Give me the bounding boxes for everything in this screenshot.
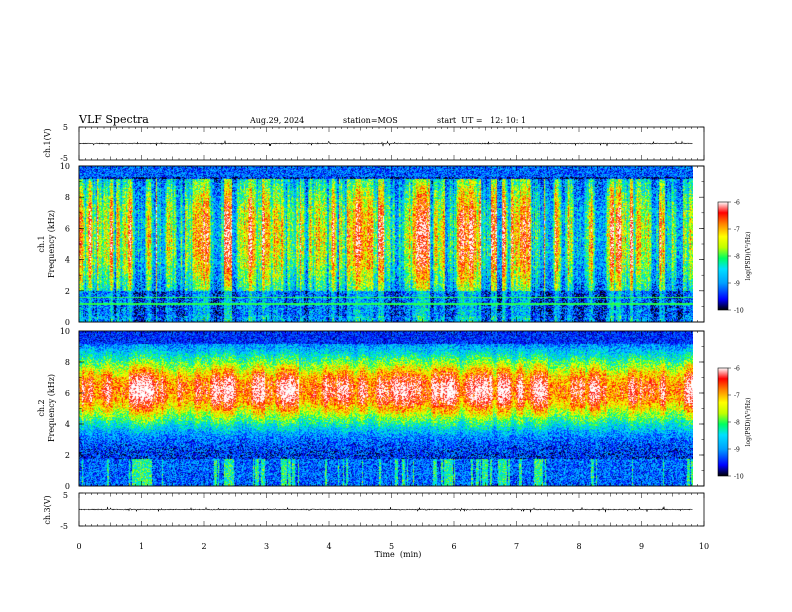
ch3-waveform-panel: 5 -5 ch.3(V)	[43, 491, 705, 531]
ch2-spectrogram-ylabel-channel: ch.2	[37, 399, 46, 416]
ch3-waveform-ylabel: ch.3(V)	[43, 495, 52, 524]
time-axis-label: Time (min)	[375, 550, 422, 559]
time-axis: 0 1 2 3 4 5 6 7 8 9 10	[76, 127, 709, 551]
colorbar-tick-label: -6	[734, 200, 740, 207]
colorbar-tick-label: -7	[734, 393, 740, 400]
colorbar-tick-label: -6	[734, 366, 740, 373]
y-tick-label: 6	[65, 224, 70, 233]
y-tick-label: 4	[65, 420, 70, 429]
x-tick-label: 6	[451, 542, 456, 551]
x-tick-label: 7	[514, 542, 519, 551]
figure-title: VLF Spectra	[78, 113, 149, 126]
ch1-colorbar: -6 -7 -8 -9 -10 log(PSD)(V²/Hz)	[717, 200, 752, 315]
y-tick-label: 2	[65, 451, 70, 460]
start-time-label: start UT = 12: 10: 1	[437, 116, 526, 125]
ch1-waveform-line	[78, 140, 693, 147]
x-tick-label: 2	[201, 542, 206, 551]
ch2-spectrogram-panel: 0 2 4 6 8 10 ch.2 Frequency (kHz)	[37, 327, 705, 491]
station-label: station=MOS	[343, 116, 398, 125]
x-tick-label: 1	[139, 542, 144, 551]
colorbar-tick-label: -10	[734, 308, 744, 315]
ch1-ytick-bottom: -5	[60, 154, 68, 163]
ch2-colorbar-label: log(PSD)(V²/Hz)	[745, 398, 752, 447]
ch1-waveform-ylabel: ch.1(V)	[43, 128, 52, 157]
ch1-waveform-panel: 5 -5 ch.1(V)	[43, 123, 705, 163]
colorbar-tick-label: -7	[734, 227, 740, 234]
x-tick-label: 10	[699, 542, 709, 551]
x-tick-label: 0	[76, 542, 81, 551]
ch1-ytick-top: 5	[63, 123, 68, 132]
ch3-ytick-top: 5	[63, 491, 68, 500]
ch3-waveform-line	[78, 506, 693, 513]
y-tick-label: 4	[65, 256, 70, 265]
ch1-spectrogram-ylabel-frequency: Frequency (kHz)	[47, 210, 56, 278]
y-tick-label: 0	[65, 482, 70, 491]
x-tick-label: 5	[389, 542, 394, 551]
x-tick-label: 4	[326, 542, 331, 551]
colorbar-tick-label: -8	[734, 420, 740, 427]
ch3-ytick-bottom: -5	[60, 522, 68, 531]
x-tick-label: 8	[576, 542, 581, 551]
ch1-spectrogram-panel: 0 2 4 6 8 10 ch.1 Frequency (kHz)	[37, 162, 705, 327]
colorbar-tick-label: -10	[734, 474, 744, 481]
ch2-colorbar: -6 -7 -8 -9 -10 log(PSD)(V²/Hz)	[717, 366, 752, 481]
colorbar-tick-label: -9	[734, 447, 740, 454]
date-label: Aug.29, 2024	[249, 116, 304, 125]
colorbar-tick-label: -8	[734, 254, 740, 261]
y-tick-label: 10	[60, 162, 70, 171]
y-tick-label: 2	[65, 287, 70, 296]
ch2-spectrogram-ylabel-frequency: Frequency (kHz)	[47, 374, 56, 442]
y-tick-label: 6	[65, 389, 70, 398]
y-tick-label: 8	[65, 358, 70, 367]
y-tick-label: 0	[65, 318, 70, 327]
ch1-spectrogram-image	[79, 166, 693, 322]
colorbar-tick-label: -9	[734, 281, 740, 288]
ch1-colorbar-label: log(PSD)(V²/Hz)	[745, 232, 752, 281]
y-tick-label: 10	[60, 327, 70, 336]
x-tick-label: 9	[639, 542, 644, 551]
x-tick-label: 3	[264, 542, 269, 551]
ch1-spectrogram-ylabel-channel: ch.1	[37, 235, 46, 252]
y-tick-label: 8	[65, 193, 70, 202]
ch2-spectrogram-image	[79, 331, 693, 486]
